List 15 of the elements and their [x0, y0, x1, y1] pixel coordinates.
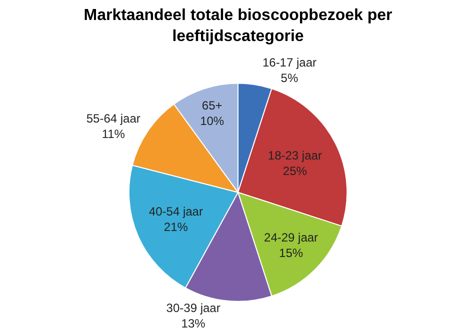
data-label: 11% [102, 127, 126, 142]
slice-label: 18-23 jaar [268, 148, 322, 163]
data-label: 5% [280, 70, 298, 85]
data-label: 21% [164, 220, 188, 234]
data-label: 13% [181, 316, 206, 330]
slice-label: 16-17 jaar [262, 55, 317, 70]
slice-label: 24-29 jaar [264, 230, 318, 245]
slice-label: 55-64 jaar [86, 112, 140, 126]
chart-title: Marktaandeel totale bioscoopbezoek per leeftijdscategorie [84, 7, 392, 45]
data-label: 10% [200, 114, 224, 128]
data-label: 15% [279, 246, 304, 260]
data-label: 25% [282, 164, 308, 178]
slice-label: 65+ [202, 98, 222, 112]
slice-label: 30-39 jaar [166, 300, 220, 315]
slice-label: 40-54 jaar [148, 204, 203, 218]
